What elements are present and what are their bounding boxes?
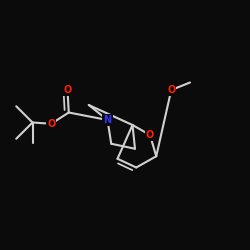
Text: O: O [64, 85, 72, 95]
Text: N: N [104, 115, 112, 125]
Text: O: O [146, 130, 154, 140]
Text: O: O [167, 85, 175, 95]
Text: O: O [47, 119, 56, 129]
